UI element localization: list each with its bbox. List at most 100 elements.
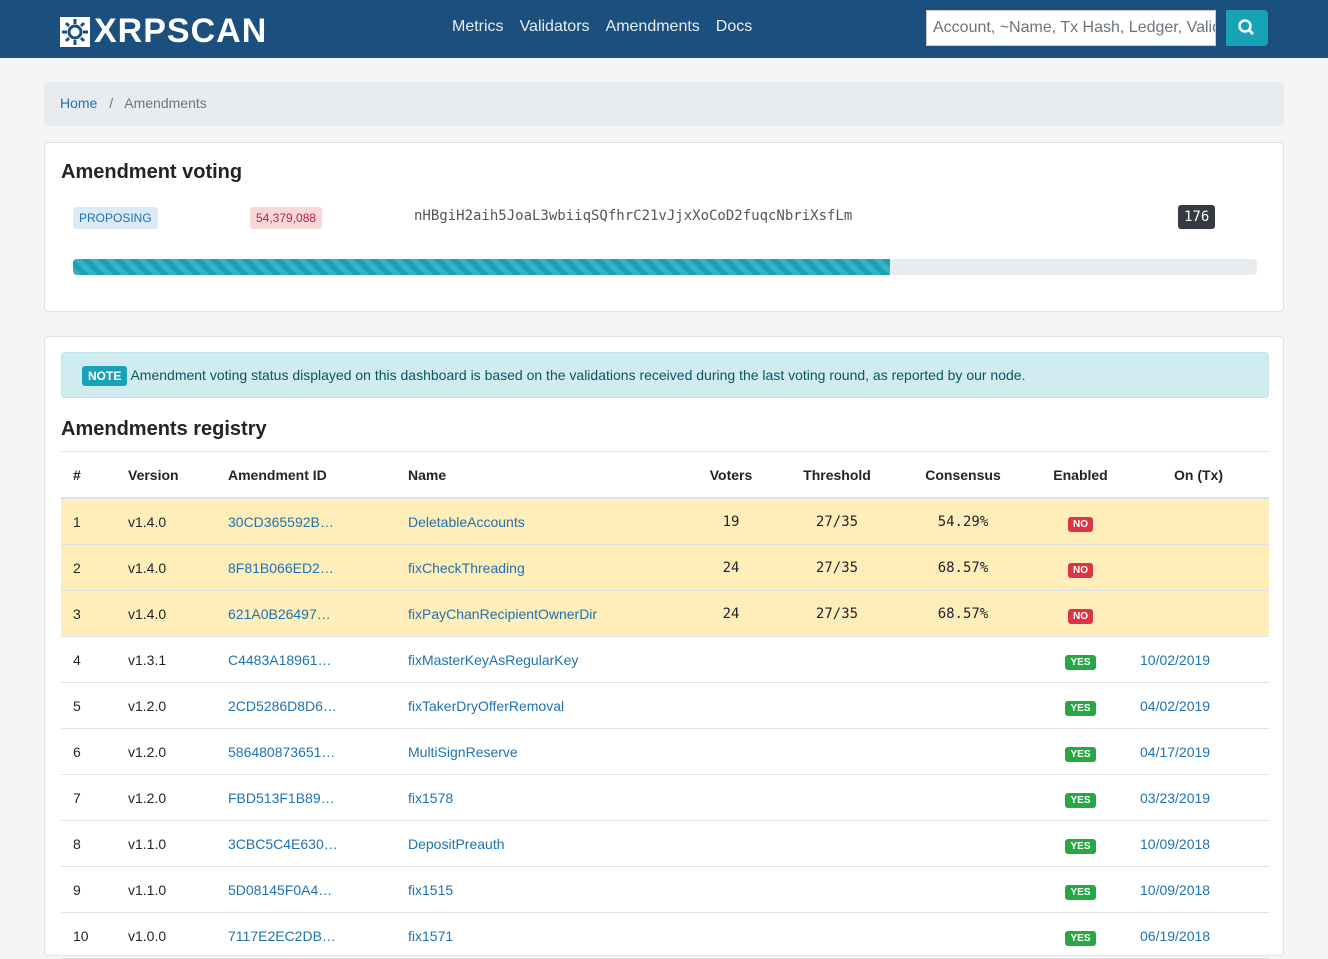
logo-icon bbox=[60, 16, 90, 47]
table-cell: fix1578 bbox=[396, 774, 681, 821]
table-cell bbox=[781, 820, 893, 867]
breadcrumb-link[interactable]: Home bbox=[60, 95, 98, 111]
table-cell bbox=[781, 682, 893, 729]
table-row: 1 v1.4.0 30CD365592B… DeletableAccounts 19 27… bbox=[61, 498, 1269, 545]
table-cell: 7117E2EC2DB… bbox=[216, 912, 396, 959]
note-badge: NOTE bbox=[82, 366, 128, 386]
table-cell: fixCheckThreading bbox=[396, 544, 681, 591]
table-cell: 27/35 bbox=[781, 590, 893, 637]
cell-text: v1.4.0 bbox=[128, 559, 167, 576]
table-cell: 2 bbox=[61, 544, 116, 591]
table-cell: 54.29% bbox=[893, 498, 1033, 545]
table-cell: 30CD365592B… bbox=[216, 498, 396, 545]
cell-link[interactable]: 2CD5286D8D6… bbox=[228, 697, 337, 714]
table-cell: v1.4.0 bbox=[116, 544, 216, 591]
cell-link[interactable]: MultiSignReserve bbox=[408, 743, 518, 760]
table-cell: 06/19/2018 bbox=[1128, 912, 1269, 959]
cell-link[interactable]: 10/09/2018 bbox=[1140, 835, 1211, 852]
enabled-badge: YES bbox=[1065, 700, 1096, 716]
table-cell: NO bbox=[1033, 590, 1128, 637]
search-icon bbox=[1238, 19, 1255, 36]
table-row: 7 v1.2.0 FBD513F1B89… fix1578 YES 03/23/2019 bbox=[61, 774, 1269, 821]
cell-link[interactable]: DeletableAccounts bbox=[408, 513, 525, 530]
column-header: On (Tx) bbox=[1128, 451, 1269, 499]
cell-link[interactable]: 10/02/2019 bbox=[1140, 651, 1211, 668]
cell-text: v1.0.0 bbox=[128, 927, 167, 944]
amendments-table: # Version Amendment ID Name Voters Threshold C… bbox=[61, 451, 1269, 959]
cell-link[interactable]: fixPayChanRecipientOwnerDir bbox=[408, 605, 598, 622]
cell-link[interactable]: 3CBC5C4E630… bbox=[228, 835, 338, 852]
cell-link[interactable]: 04/02/2019 bbox=[1140, 697, 1211, 714]
logo[interactable]: XRPSCAN bbox=[60, 12, 267, 51]
nav-links: Metrics Validators Amendments Docs bbox=[444, 18, 760, 36]
table-cell: 10/09/2018 bbox=[1128, 820, 1269, 867]
table-cell: 04/02/2019 bbox=[1128, 682, 1269, 729]
table-cell: YES bbox=[1033, 820, 1128, 867]
table-row: 5 v1.2.0 2CD5286D8D6… fixTakerDryOfferRemov… bbox=[61, 682, 1269, 729]
cell-link[interactable]: 621A0B26497… bbox=[228, 605, 331, 622]
validator-key[interactable]: nHBgiH2aih5JoaL3wbiiqSQfhrC21vJjxXoCoD2f… bbox=[414, 208, 853, 224]
table-body: 1 v1.4.0 30CD365592B… DeletableAccounts 19 27… bbox=[61, 498, 1269, 959]
enabled-badge: YES bbox=[1065, 746, 1096, 762]
vote-value: 68.57% bbox=[937, 606, 989, 622]
nav-link[interactable]: Docs bbox=[715, 18, 753, 35]
cell-link[interactable]: FBD513F1B89… bbox=[228, 789, 335, 806]
table-cell bbox=[893, 682, 1033, 729]
nav-link[interactable]: Amendments bbox=[605, 18, 700, 35]
table-cell bbox=[681, 682, 781, 729]
table-cell: YES bbox=[1033, 866, 1128, 913]
enabled-badge: YES bbox=[1065, 792, 1096, 808]
cell-link[interactable]: 7117E2EC2DB… bbox=[228, 927, 336, 944]
cell-link[interactable]: fix1578 bbox=[408, 789, 454, 806]
cell-link[interactable]: 06/19/2018 bbox=[1140, 927, 1211, 944]
enabled-badge: NO bbox=[1068, 562, 1093, 578]
voting-card: Amendment voting PROPOSING 54,379,088 nH… bbox=[44, 142, 1284, 312]
search-button[interactable] bbox=[1226, 10, 1268, 46]
table-cell: 6 bbox=[61, 728, 116, 775]
column-header: Threshold bbox=[781, 451, 893, 499]
breadcrumb: Home / Amendments bbox=[44, 82, 1284, 126]
breadcrumb-current: Amendments bbox=[124, 95, 207, 111]
table-cell bbox=[893, 866, 1033, 913]
cell-link[interactable]: 5D08145F0A4… bbox=[228, 881, 333, 898]
cell-link[interactable]: 04/17/2019 bbox=[1140, 743, 1211, 760]
table-cell bbox=[893, 820, 1033, 867]
vote-value: 24 bbox=[722, 606, 740, 622]
table-cell bbox=[1128, 590, 1269, 637]
cell-link[interactable]: fixCheckThreading bbox=[408, 559, 525, 576]
cell-link[interactable]: fixMasterKeyAsRegularKey bbox=[408, 651, 579, 668]
cell-link[interactable]: 8F81B066ED2… bbox=[228, 559, 334, 576]
cell-link[interactable]: fixTakerDryOfferRemoval bbox=[408, 697, 565, 714]
cell-link[interactable]: 03/23/2019 bbox=[1140, 789, 1211, 806]
table-cell: fixTakerDryOfferRemoval bbox=[396, 682, 681, 729]
table-cell: fixMasterKeyAsRegularKey bbox=[396, 636, 681, 683]
cell-link[interactable]: DepositPreauth bbox=[408, 835, 505, 852]
table-cell: 5 bbox=[61, 682, 116, 729]
cell-link[interactable]: C4483A18961… bbox=[228, 651, 332, 668]
cell-link[interactable]: 30CD365592B… bbox=[228, 513, 334, 530]
cell-link[interactable]: 10/09/2018 bbox=[1140, 881, 1211, 898]
cell-text: v1.2.0 bbox=[128, 697, 167, 714]
enabled-badge: YES bbox=[1065, 654, 1096, 670]
table-cell: 03/23/2019 bbox=[1128, 774, 1269, 821]
table-cell bbox=[893, 728, 1033, 775]
cell-text: 10 bbox=[73, 927, 89, 944]
table-cell: fix1515 bbox=[396, 866, 681, 913]
nav-link[interactable]: Validators bbox=[519, 18, 590, 35]
note-alert: NOTE Amendment voting status displayed o… bbox=[61, 352, 1269, 398]
table-cell bbox=[781, 728, 893, 775]
voting-title: Amendment voting bbox=[61, 161, 243, 183]
cell-text: 8 bbox=[73, 835, 81, 852]
table-row: 10 v1.0.0 7117E2EC2DB… fix1571 YES 06/19/2018 bbox=[61, 912, 1269, 959]
nav-link[interactable]: Metrics bbox=[452, 18, 504, 35]
cell-link[interactable]: 586480873651… bbox=[228, 743, 336, 760]
table-cell bbox=[893, 636, 1033, 683]
table-header: # Version Amendment ID Name Voters Threshold C… bbox=[61, 451, 1269, 499]
table-cell bbox=[681, 728, 781, 775]
cell-text: 1 bbox=[73, 513, 81, 530]
table-cell: DepositPreauth bbox=[396, 820, 681, 867]
cell-link[interactable]: fix1515 bbox=[408, 881, 454, 898]
cell-link[interactable]: fix1571 bbox=[408, 927, 454, 944]
search-input[interactable]: Account, ~Name, Tx Hash, Ledger, Validat… bbox=[926, 10, 1216, 46]
table-cell: 19 bbox=[681, 498, 781, 545]
